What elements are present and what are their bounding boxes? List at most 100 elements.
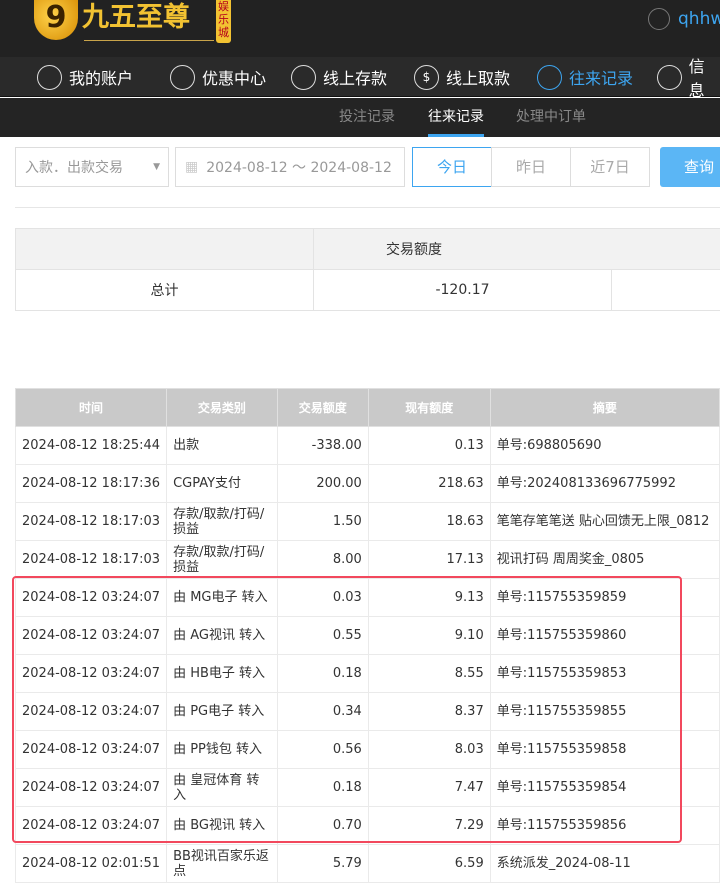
cell-balance: 6.59 (367, 844, 491, 883)
table-row: 2024-08-12 03:24:07 由 AG视讯 转入 0.55 9.10 单号:1… (14, 616, 720, 655)
cell-type: 存款/取款/打码/损益 (166, 502, 278, 541)
transaction-type-select[interactable]: 入款．出款交易 ▼ (15, 147, 169, 187)
logo[interactable]: 9 九五至尊 娱乐城 (34, 0, 231, 43)
withdraw-icon: $ (414, 64, 439, 90)
calendar-icon: ▦ (185, 159, 199, 175)
cell-balance: 8.03 (367, 730, 491, 769)
today-button[interactable]: 今日 (412, 147, 492, 187)
tab-transaction-records[interactable]: 往来记录 (428, 98, 484, 137)
cell-time: 2024-08-12 03:24:07 (14, 692, 168, 731)
cell-time: 2024-08-12 18:17:03 (14, 540, 168, 579)
nav-withdraw[interactable]: $ 线上取款 (414, 57, 510, 97)
cell-amount: 8.00 (276, 540, 369, 579)
cell-amount: 0.56 (276, 730, 369, 769)
table-row: 2024-08-12 03:24:07 由 PP钱包 转入 0.56 8.03 单号:1… (14, 730, 720, 769)
cell-amount: 1.50 (276, 502, 369, 541)
column-header: 交易类别 (166, 388, 278, 427)
cell-type: 存款/取款/打码/损益 (166, 540, 278, 579)
cell-type: CGPAY支付 (166, 464, 278, 503)
nav-label: 我的账户 (69, 69, 134, 88)
column-header: 摘要 (489, 388, 720, 427)
sub-nav: 投注记录 往来记录 处理中订单 (0, 98, 720, 137)
cell-balance: 218.63 (367, 464, 491, 503)
cell-summary: 系统派发_2024-08-11 (489, 844, 720, 883)
cell-summary: 笔笔存笔笔送 贴心回馈无上限_0812 (489, 502, 720, 541)
cell-amount: 5.79 (276, 844, 369, 883)
summary-table: 交易额度 总计 -120.17 (15, 228, 720, 311)
table-row: 2024-08-12 02:01:51 BB视讯百家乐返点 5.79 6.59 系统派发… (14, 844, 720, 883)
cell-time: 2024-08-12 18:17:03 (14, 502, 168, 541)
query-button[interactable]: 查询 (660, 147, 720, 187)
user-avatar-icon (648, 8, 670, 30)
nav-label: 线上取款 (446, 69, 511, 88)
cell-time: 2024-08-12 18:25:44 (14, 426, 168, 465)
cell-time: 2024-08-12 03:24:07 (14, 578, 168, 617)
nav-messages[interactable]: 信息 (657, 57, 720, 100)
summary-header-empty (15, 228, 314, 270)
bell-icon (657, 64, 682, 90)
cell-type: 由 PP钱包 转入 (166, 730, 278, 769)
nav-label: 往来记录 (569, 69, 634, 88)
nav-promotions[interactable]: 优惠中心 (170, 57, 266, 97)
nav-label: 信息 (688, 57, 705, 100)
nav-label: 优惠中心 (202, 69, 267, 88)
cell-time: 2024-08-12 18:17:36 (14, 464, 168, 503)
column-header: 时间 (14, 388, 168, 427)
summary-amount: -120.17 (313, 269, 612, 311)
nav-label: 线上存款 (323, 69, 388, 88)
cell-summary: 单号:115755359860 (489, 616, 720, 655)
column-header: 现有额度 (367, 388, 491, 427)
summary-label: 总计 (15, 269, 314, 311)
tab-bet-records[interactable]: 投注记录 (339, 109, 395, 125)
nav-records[interactable]: 往来记录 (537, 57, 633, 97)
cell-time: 2024-08-12 03:24:07 (14, 768, 168, 807)
table-row: 2024-08-12 18:17:03 存款/取款/打码/损益 8.00 17.13 视… (14, 540, 720, 579)
cell-time: 2024-08-12 03:24:07 (14, 730, 168, 769)
cell-summary: 视讯打码 周周奖金_0805 (489, 540, 720, 579)
cell-amount: 0.55 (276, 616, 369, 655)
nav-deposit[interactable]: 线上存款 (291, 57, 387, 97)
cell-amount: 0.34 (276, 692, 369, 731)
cell-type: 由 皇冠体育 转入 (166, 768, 278, 807)
records-icon (537, 64, 562, 90)
cell-type: 由 MG电子 转入 (166, 578, 278, 617)
yesterday-button[interactable]: 昨日 (491, 147, 571, 187)
cell-balance: 7.47 (367, 768, 491, 807)
user-icon (37, 64, 62, 90)
table-row: 2024-08-12 03:24:07 由 皇冠体育 转入 0.18 7.47 单号:1… (14, 768, 720, 807)
cell-summary: 单号:115755359855 (489, 692, 720, 731)
user-menu[interactable]: qhhw (648, 8, 720, 30)
table-row: 2024-08-12 18:17:03 存款/取款/打码/损益 1.50 18.63 笔… (14, 502, 720, 541)
top-bar: 9 九五至尊 娱乐城 qhhw (0, 0, 720, 57)
divider (15, 207, 720, 208)
summary-empty (611, 269, 720, 311)
cell-summary: 单号:202408133696775992 (489, 464, 720, 503)
cell-summary: 单号:698805690 (489, 426, 720, 465)
logo-emblem-icon: 9 (34, 0, 78, 40)
table-row: 2024-08-12 18:25:44 出款 -338.00 0.13 单号:69880… (14, 426, 720, 465)
cell-type: 由 BG视讯 转入 (166, 806, 278, 845)
summary-header: 交易额度 (313, 228, 720, 270)
table-row: 2024-08-12 03:24:07 由 BG视讯 转入 0.70 7.29 单号:1… (14, 806, 720, 845)
logo-text: 九五至尊 (82, 2, 190, 33)
last-7-days-button[interactable]: 近7日 (570, 147, 650, 187)
table-row: 2024-08-12 03:24:07 由 PG电子 转入 0.34 8.37 单号:1… (14, 692, 720, 731)
cell-balance: 8.55 (367, 654, 491, 693)
cell-summary: 单号:115755359854 (489, 768, 720, 807)
cell-time: 2024-08-12 02:01:51 (14, 844, 168, 883)
cell-summary: 单号:115755359856 (489, 806, 720, 845)
username: qhhw (678, 9, 720, 29)
cell-type: 由 AG视讯 转入 (166, 616, 278, 655)
column-header: 交易额度 (276, 388, 369, 427)
cell-balance: 17.13 (367, 540, 491, 579)
main-nav: 我的账户 优惠中心 线上存款 $ 线上取款 往来记录 信息 (0, 57, 720, 100)
cell-type: BB视讯百家乐返点 (166, 844, 278, 883)
nav-my-account[interactable]: 我的账户 (37, 57, 133, 97)
tab-pending-orders[interactable]: 处理中订单 (516, 109, 586, 125)
cell-time: 2024-08-12 03:24:07 (14, 806, 168, 845)
table-row: 2024-08-12 03:24:07 由 HB电子 转入 0.18 8.55 单号:1… (14, 654, 720, 693)
cell-balance: 0.13 (367, 426, 491, 465)
cell-type: 由 HB电子 转入 (166, 654, 278, 693)
deposit-icon (291, 64, 316, 90)
date-range-input[interactable]: ▦ 2024-08-12 ～ 2024-08-12 (175, 147, 405, 187)
